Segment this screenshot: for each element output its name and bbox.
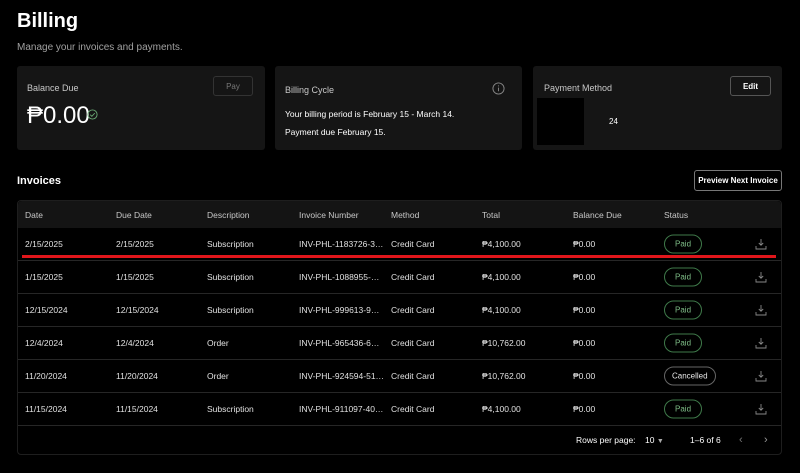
download-icon[interactable] [755, 370, 767, 382]
cell-date: 11/15/2024 [25, 404, 67, 414]
page-title: Billing [17, 10, 79, 32]
cell-total: ₱10,762.00 [482, 338, 526, 348]
cell-due: 1/15/2025 [116, 272, 154, 282]
download-icon[interactable] [755, 238, 767, 250]
cell-due: 12/4/2024 [116, 338, 154, 348]
status-badge: Paid [664, 399, 703, 419]
cell-due: 11/20/2024 [116, 371, 158, 381]
cell-desc: Subscription [207, 404, 254, 414]
cell-number: INV-PHL-1088955-… [299, 272, 380, 282]
table-row[interactable]: 2/15/2025 2/15/2025 Subscription INV-PHL-11… [18, 228, 781, 261]
info-icon[interactable] [492, 82, 505, 95]
download-icon[interactable] [755, 403, 767, 415]
highlight-line [22, 255, 776, 258]
table-row[interactable]: 12/4/2024 12/4/2024 Order INV-PHL-965436-6…… [18, 327, 781, 360]
prev-page-icon[interactable]: ‹ [739, 434, 743, 446]
column-header: Total [482, 209, 500, 220]
caret-down-icon: ▼ [656, 438, 664, 445]
cell-due: 12/15/2024 [116, 305, 159, 315]
balance-card: Balance Due Pay ₱0.00 [17, 66, 265, 150]
cell-date: 12/15/2024 [25, 305, 68, 315]
billing-period-text: Your billing period is February 15 - Mar… [285, 109, 455, 119]
preview-next-invoice-button[interactable]: Preview Next Invoice [694, 170, 782, 191]
column-header: Description [207, 209, 250, 220]
check-circle-icon [87, 109, 98, 120]
table-row[interactable]: 11/15/2024 11/15/2024 Subscription INV-PHL-… [18, 393, 781, 426]
cell-method: Credit Card [391, 239, 435, 249]
cell-method: Credit Card [391, 404, 435, 414]
cell-method: Credit Card [391, 338, 435, 348]
cell-due: 11/15/2024 [116, 404, 158, 414]
cell-total: ₱10,762.00 [482, 371, 526, 381]
status-badge: Paid [664, 300, 703, 320]
cell-balance: ₱0.00 [573, 404, 596, 414]
cell-balance: ₱0.00 [573, 338, 596, 348]
page-range: 1–6 of 6 [690, 435, 721, 445]
cell-due: 2/15/2025 [116, 239, 154, 249]
column-header: Due Date [116, 209, 152, 220]
cell-desc: Subscription [207, 239, 254, 249]
download-icon[interactable] [755, 271, 767, 283]
table-header: Date Due Date Description Invoice Number Met… [18, 201, 781, 228]
balance-amount: ₱0.00 [27, 102, 90, 129]
cell-number: INV-PHL-911097-40… [299, 404, 384, 414]
cell-date: 11/20/2024 [25, 371, 67, 381]
page-subtitle: Manage your invoices and payments. [17, 42, 183, 53]
download-icon[interactable] [755, 337, 767, 349]
rows-per-page-value: 10 [645, 435, 655, 445]
pagination: Rows per page: 10 ▼ 1–6 of 6 ‹ › [18, 425, 781, 455]
download-icon[interactable] [755, 304, 767, 316]
cell-desc: Order [207, 338, 229, 348]
cell-total: ₱4,100.00 [482, 404, 521, 414]
cell-balance: ₱0.00 [573, 305, 596, 315]
column-header: Invoice Number [299, 209, 359, 220]
cell-desc: Order [207, 371, 229, 381]
edit-payment-button[interactable]: Edit [730, 76, 771, 96]
payment-due-text: Payment due February 15. [285, 127, 386, 137]
cell-method: Credit Card [391, 305, 435, 315]
table-row[interactable]: 12/15/2024 12/15/2024 Subscription INV-PHL-… [18, 294, 781, 327]
rows-per-page-select[interactable]: 10 ▼ [645, 435, 664, 445]
billing-cycle-label: Billing Cycle [285, 85, 335, 95]
cell-date: 2/15/2025 [25, 239, 63, 249]
cell-total: ₱4,100.00 [482, 272, 521, 282]
payment-method-label: Payment Method [544, 83, 613, 93]
pay-button[interactable]: Pay [213, 76, 253, 96]
cell-total: ₱4,100.00 [482, 239, 521, 249]
cell-desc: Subscription [207, 305, 254, 315]
cell-desc: Subscription [207, 272, 254, 282]
cell-balance: ₱0.00 [573, 272, 596, 282]
status-badge: Paid [664, 267, 703, 287]
status-badge: Paid [664, 333, 703, 353]
column-header: Status [664, 209, 689, 220]
status-badge: Cancelled [664, 366, 716, 386]
column-header: Method [391, 209, 420, 220]
cell-number: INV-PHL-924594-51… [299, 371, 385, 381]
column-header: Date [25, 209, 43, 220]
billing-cycle-card: Billing Cycle Your billing period is Feb… [275, 66, 522, 150]
cell-balance: ₱0.00 [573, 239, 596, 249]
cell-method: Credit Card [391, 371, 435, 381]
status-badge: Paid [664, 234, 703, 254]
column-header: Balance Due [573, 209, 622, 220]
redacted-card-image [537, 98, 584, 145]
card-suffix: 24 [609, 117, 618, 126]
next-page-icon[interactable]: › [764, 434, 768, 446]
cell-number: INV-PHL-965436-6… [299, 338, 380, 348]
balance-label: Balance Due [27, 83, 79, 93]
table-row[interactable]: 1/15/2025 1/15/2025 Subscription INV-PHL-10… [18, 261, 781, 294]
cell-number: INV-PHL-1183726-3… [299, 239, 384, 249]
invoices-table: Date Due Date Description Invoice Number Met… [17, 200, 782, 455]
cell-total: ₱4,100.00 [482, 305, 521, 315]
cell-date: 12/4/2024 [25, 338, 63, 348]
invoices-title: Invoices [17, 175, 62, 187]
cell-date: 1/15/2025 [25, 272, 63, 282]
cell-number: INV-PHL-999613-9… [299, 305, 380, 315]
payment-method-card: Payment Method Edit 24 [533, 66, 782, 150]
table-row[interactable]: 11/20/2024 11/20/2024 Order INV-PHL-924594-… [18, 360, 781, 393]
rows-per-page-label: Rows per page: [576, 435, 636, 445]
cell-balance: ₱0.00 [573, 371, 596, 381]
cell-method: Credit Card [391, 272, 435, 282]
